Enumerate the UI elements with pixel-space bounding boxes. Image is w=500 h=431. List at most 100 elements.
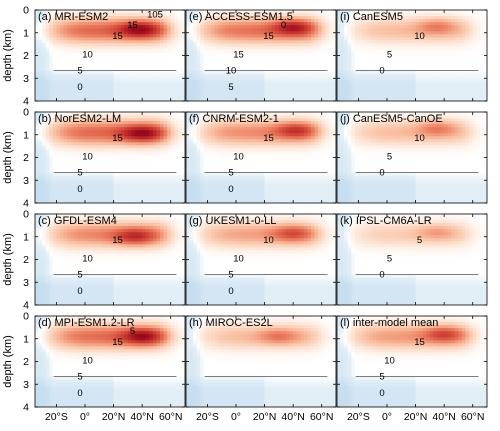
heatmap-cell xyxy=(74,367,79,371)
heatmap-cell xyxy=(142,367,147,371)
heatmap-cell xyxy=(149,139,154,143)
heatmap-cell xyxy=(163,193,168,198)
heatmap-cell xyxy=(74,244,79,248)
heatmap-cell xyxy=(152,112,157,116)
heatmap-cell xyxy=(56,175,61,180)
heatmap-cell xyxy=(38,337,43,341)
heatmap-cell xyxy=(117,319,122,323)
heatmap-cell xyxy=(56,13,61,17)
heatmap-cell xyxy=(74,316,79,320)
heatmap-cell xyxy=(181,37,185,41)
heatmap-cell xyxy=(42,142,47,146)
heatmap-cell xyxy=(74,55,79,59)
heatmap-cell xyxy=(174,259,179,263)
heatmap-cell xyxy=(81,373,86,378)
heatmap-cell xyxy=(85,373,89,378)
heatmap-cell xyxy=(149,190,154,195)
heatmap-cell xyxy=(81,94,86,99)
heatmap-cell xyxy=(135,229,139,233)
heatmap-cell xyxy=(174,274,179,279)
heatmap-cell xyxy=(99,301,104,305)
heatmap-cell xyxy=(124,337,129,341)
heatmap-cell xyxy=(149,163,154,167)
heatmap-cell xyxy=(49,256,54,260)
heatmap-cell xyxy=(127,244,132,248)
heatmap-cell xyxy=(85,259,89,263)
heatmap-cell xyxy=(117,178,122,183)
heatmap-cell xyxy=(156,253,161,257)
heatmap-cell xyxy=(145,91,150,96)
heatmap-cell xyxy=(42,13,47,17)
heatmap-cell xyxy=(110,46,114,50)
heatmap-cell xyxy=(99,388,104,393)
heatmap-cell xyxy=(88,91,93,96)
heatmap-cell xyxy=(81,28,86,32)
heatmap-cell xyxy=(117,283,122,288)
heatmap-cell xyxy=(42,247,47,251)
heatmap-cell xyxy=(56,241,61,245)
heatmap-cell xyxy=(77,319,82,323)
heatmap-cell xyxy=(60,136,64,140)
heatmap-cell xyxy=(85,145,89,149)
heatmap-cell xyxy=(35,94,39,99)
heatmap-cell xyxy=(52,199,57,203)
heatmap-cell xyxy=(95,178,100,183)
heatmap-cell xyxy=(106,91,111,96)
heatmap-cell xyxy=(149,352,154,356)
heatmap-cell xyxy=(81,181,86,186)
heatmap-cell xyxy=(181,163,185,167)
heatmap-cell xyxy=(70,148,75,152)
heatmap-cell xyxy=(35,229,39,233)
heatmap-cell xyxy=(45,352,50,356)
heatmap-cell xyxy=(67,148,72,152)
heatmap-cell xyxy=(42,193,47,198)
heatmap-cell xyxy=(120,370,125,375)
heatmap-cell xyxy=(49,40,54,44)
heatmap-cell xyxy=(174,67,179,72)
heatmap-cell xyxy=(77,85,82,90)
heatmap-cell xyxy=(160,193,164,198)
heatmap-cell xyxy=(131,394,136,399)
heatmap-cell xyxy=(127,145,132,149)
heatmap-cell xyxy=(85,28,89,32)
heatmap-cell xyxy=(106,196,111,201)
heatmap-cell xyxy=(81,73,86,78)
heatmap-cell xyxy=(177,274,182,279)
heatmap-cell xyxy=(152,322,157,326)
heatmap-cell xyxy=(177,157,182,161)
heatmap-cell xyxy=(92,280,97,285)
heatmap-cell xyxy=(92,388,97,393)
heatmap-cell xyxy=(99,268,104,273)
heatmap-cell xyxy=(152,67,157,72)
heatmap-cell xyxy=(70,226,75,230)
heatmap-cell xyxy=(99,79,104,84)
heatmap-cell xyxy=(135,145,139,149)
heatmap-cell xyxy=(99,196,104,201)
heatmap-cell xyxy=(110,70,114,75)
heatmap-cell xyxy=(81,262,86,266)
heatmap-cell xyxy=(74,292,79,297)
heatmap-cell xyxy=(167,244,172,248)
heatmap-cell xyxy=(127,55,132,59)
heatmap-cell xyxy=(117,70,122,75)
heatmap-cell xyxy=(131,193,136,198)
heatmap-cell xyxy=(113,334,118,338)
heatmap-cell xyxy=(85,226,89,230)
heatmap-cell xyxy=(156,322,161,326)
heatmap-cell xyxy=(156,52,161,56)
heatmap-cell xyxy=(74,67,79,72)
heatmap-cell xyxy=(160,16,164,20)
heatmap-cell xyxy=(88,361,93,365)
heatmap-cell xyxy=(95,268,100,273)
heatmap-cell xyxy=(88,70,93,75)
contour-label: 10 xyxy=(82,49,93,60)
heatmap-cell xyxy=(70,337,75,341)
heatmap-cell xyxy=(163,64,168,69)
heatmap-cell xyxy=(52,148,57,152)
heatmap-cell xyxy=(63,382,68,387)
heatmap-cell xyxy=(99,73,104,78)
heatmap-cell xyxy=(74,238,79,242)
heatmap-cell xyxy=(99,271,104,276)
heatmap-cell xyxy=(95,199,100,203)
heatmap-cell xyxy=(85,337,89,341)
